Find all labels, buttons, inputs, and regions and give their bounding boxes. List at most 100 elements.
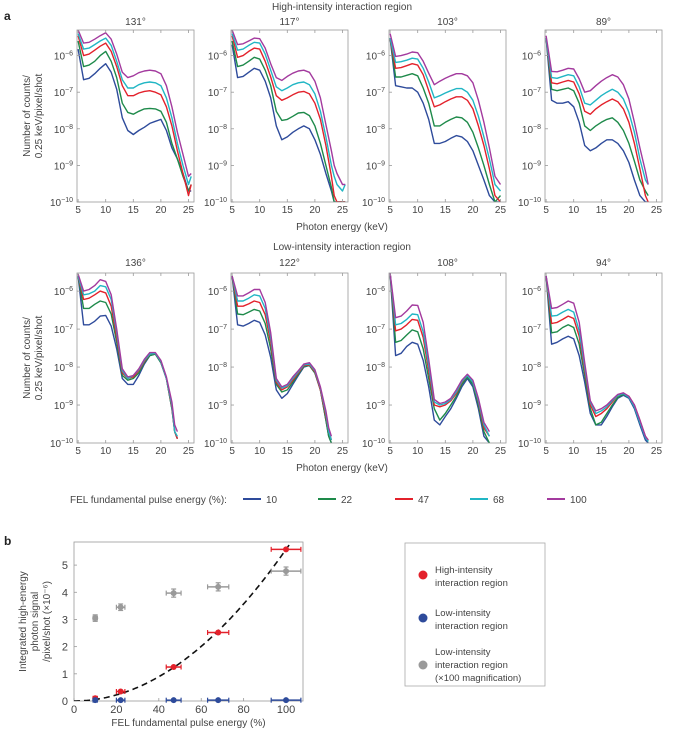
x-tick-label: 25 (651, 446, 663, 457)
series-line-100 (231, 30, 346, 186)
y-tick-base: 10 (366, 325, 378, 336)
data-point (215, 629, 222, 636)
y-tick-exp: −10 (61, 197, 73, 204)
y-tick-label: 10−10 (204, 438, 227, 450)
x-tick-label: 10 (100, 446, 112, 457)
legend-item-47: 47 (395, 495, 430, 506)
y-tick-exp: −10 (61, 438, 73, 445)
y-tick-label: 10−7 (208, 87, 227, 99)
y-tick-base: 10 (522, 363, 534, 374)
series-line-68 (231, 33, 346, 192)
y-tick-label: 10−8 (522, 362, 541, 374)
x-tick-label: 15 (282, 446, 294, 457)
x-tick-label: 15 (596, 205, 608, 216)
x-tick-label: 5 (387, 446, 393, 457)
series-line-100 (231, 275, 333, 437)
panel-b-chart: 0 20 40 60 80 100 0 1 2 3 4 5 FEL fundamental pulse … (18, 541, 304, 729)
y-tick-base: 10 (366, 161, 378, 172)
row-title: Low-intensity interaction region (273, 242, 411, 253)
x-tick-label: 20 (467, 446, 479, 457)
y-tick-label: 4 (62, 587, 68, 599)
plot-frame (230, 29, 349, 203)
y-tick-label: 3 (62, 614, 68, 626)
y-tick-base: 10 (54, 401, 66, 412)
data-point (117, 697, 124, 704)
x-tick-label: 15 (440, 205, 452, 216)
x-tick-label: 20 (155, 205, 167, 216)
series-line-22 (77, 40, 192, 192)
x-tick-label: 25 (337, 446, 349, 457)
y-tick-base: 10 (366, 363, 378, 374)
legend-item-100: 100 (547, 495, 587, 506)
series-line-22 (545, 275, 649, 442)
y-tick-base: 10 (362, 198, 374, 209)
y-tick-exp: −8 (377, 362, 385, 369)
series-line-22 (231, 40, 346, 202)
y-tick-label: 10−7 (522, 87, 541, 99)
y-tick-base: 10 (208, 401, 220, 412)
data-point (92, 697, 99, 704)
series-line-10 (231, 44, 346, 202)
legend-text: interaction region (435, 578, 508, 589)
y-tick-label: 10−9 (522, 400, 541, 412)
series-line-22 (231, 275, 333, 443)
y-tick-exp: −6 (219, 51, 227, 58)
y-tick-label: 10−10 (50, 438, 73, 450)
y-tick-label: 10−8 (54, 362, 73, 374)
y-tick-base: 10 (208, 52, 220, 63)
y-tick-base: 10 (54, 161, 66, 172)
plot-frame (544, 272, 663, 444)
y-tick-exp: −7 (533, 324, 541, 331)
y-tick-label: 10−9 (54, 400, 73, 412)
data-point (215, 583, 222, 590)
series-line-100 (389, 33, 502, 185)
x-axis-label: Photon energy (keV) (296, 463, 388, 474)
scatter-series-1 (92, 697, 302, 704)
x-tick-label: 20 (467, 205, 479, 216)
data-point (283, 546, 290, 553)
x-tick-label: 5 (229, 205, 235, 216)
legend-entry-1: Low-intensity interaction region (418, 608, 508, 632)
data-point (117, 604, 124, 611)
series-line-100 (545, 275, 649, 441)
y-tick-base: 10 (208, 287, 220, 298)
x-tick-label: 15 (282, 205, 294, 216)
x-tick-label: 5 (75, 205, 81, 216)
legend-text: Low-intensity (435, 608, 491, 619)
y-tick-exp: −7 (65, 324, 73, 331)
x-tick-label: 5 (229, 446, 235, 457)
x-tick-label: 5 (387, 205, 393, 216)
y-tick-label: 10−9 (208, 400, 227, 412)
plot-frame (76, 29, 195, 203)
y-axis-label-line: 0.25 keV/pixel/shot (34, 74, 45, 159)
y-tick-label: 10−9 (54, 160, 73, 172)
y-tick-label: 10−7 (54, 324, 73, 336)
plot-frame (76, 272, 195, 444)
y-tick-label: 10−6 (54, 286, 73, 298)
series-line-68 (389, 37, 502, 192)
y-tick-exp: −6 (65, 286, 73, 293)
y-tick-base: 10 (208, 88, 220, 99)
y-tick-exp: −9 (219, 160, 227, 167)
y-tick-base: 10 (204, 439, 216, 450)
y-tick-base: 10 (208, 125, 220, 136)
subplot-title: 94° (596, 258, 611, 269)
series-line-47 (389, 37, 502, 202)
x-tick-label: 60 (195, 704, 207, 716)
data-point (117, 688, 124, 695)
y-tick-label: 10−8 (366, 124, 385, 136)
series-line-22 (389, 273, 491, 443)
y-tick-exp: −8 (219, 362, 227, 369)
series-line-10 (77, 48, 192, 192)
y-tick-base: 10 (366, 88, 378, 99)
y-tick-label: 10−10 (518, 197, 541, 209)
y-tick-base: 10 (522, 325, 534, 336)
legend-text: 68 (493, 495, 505, 506)
data-point (283, 568, 290, 575)
y-tick-label: 10−8 (54, 124, 73, 136)
y-tick-base: 10 (362, 439, 374, 450)
